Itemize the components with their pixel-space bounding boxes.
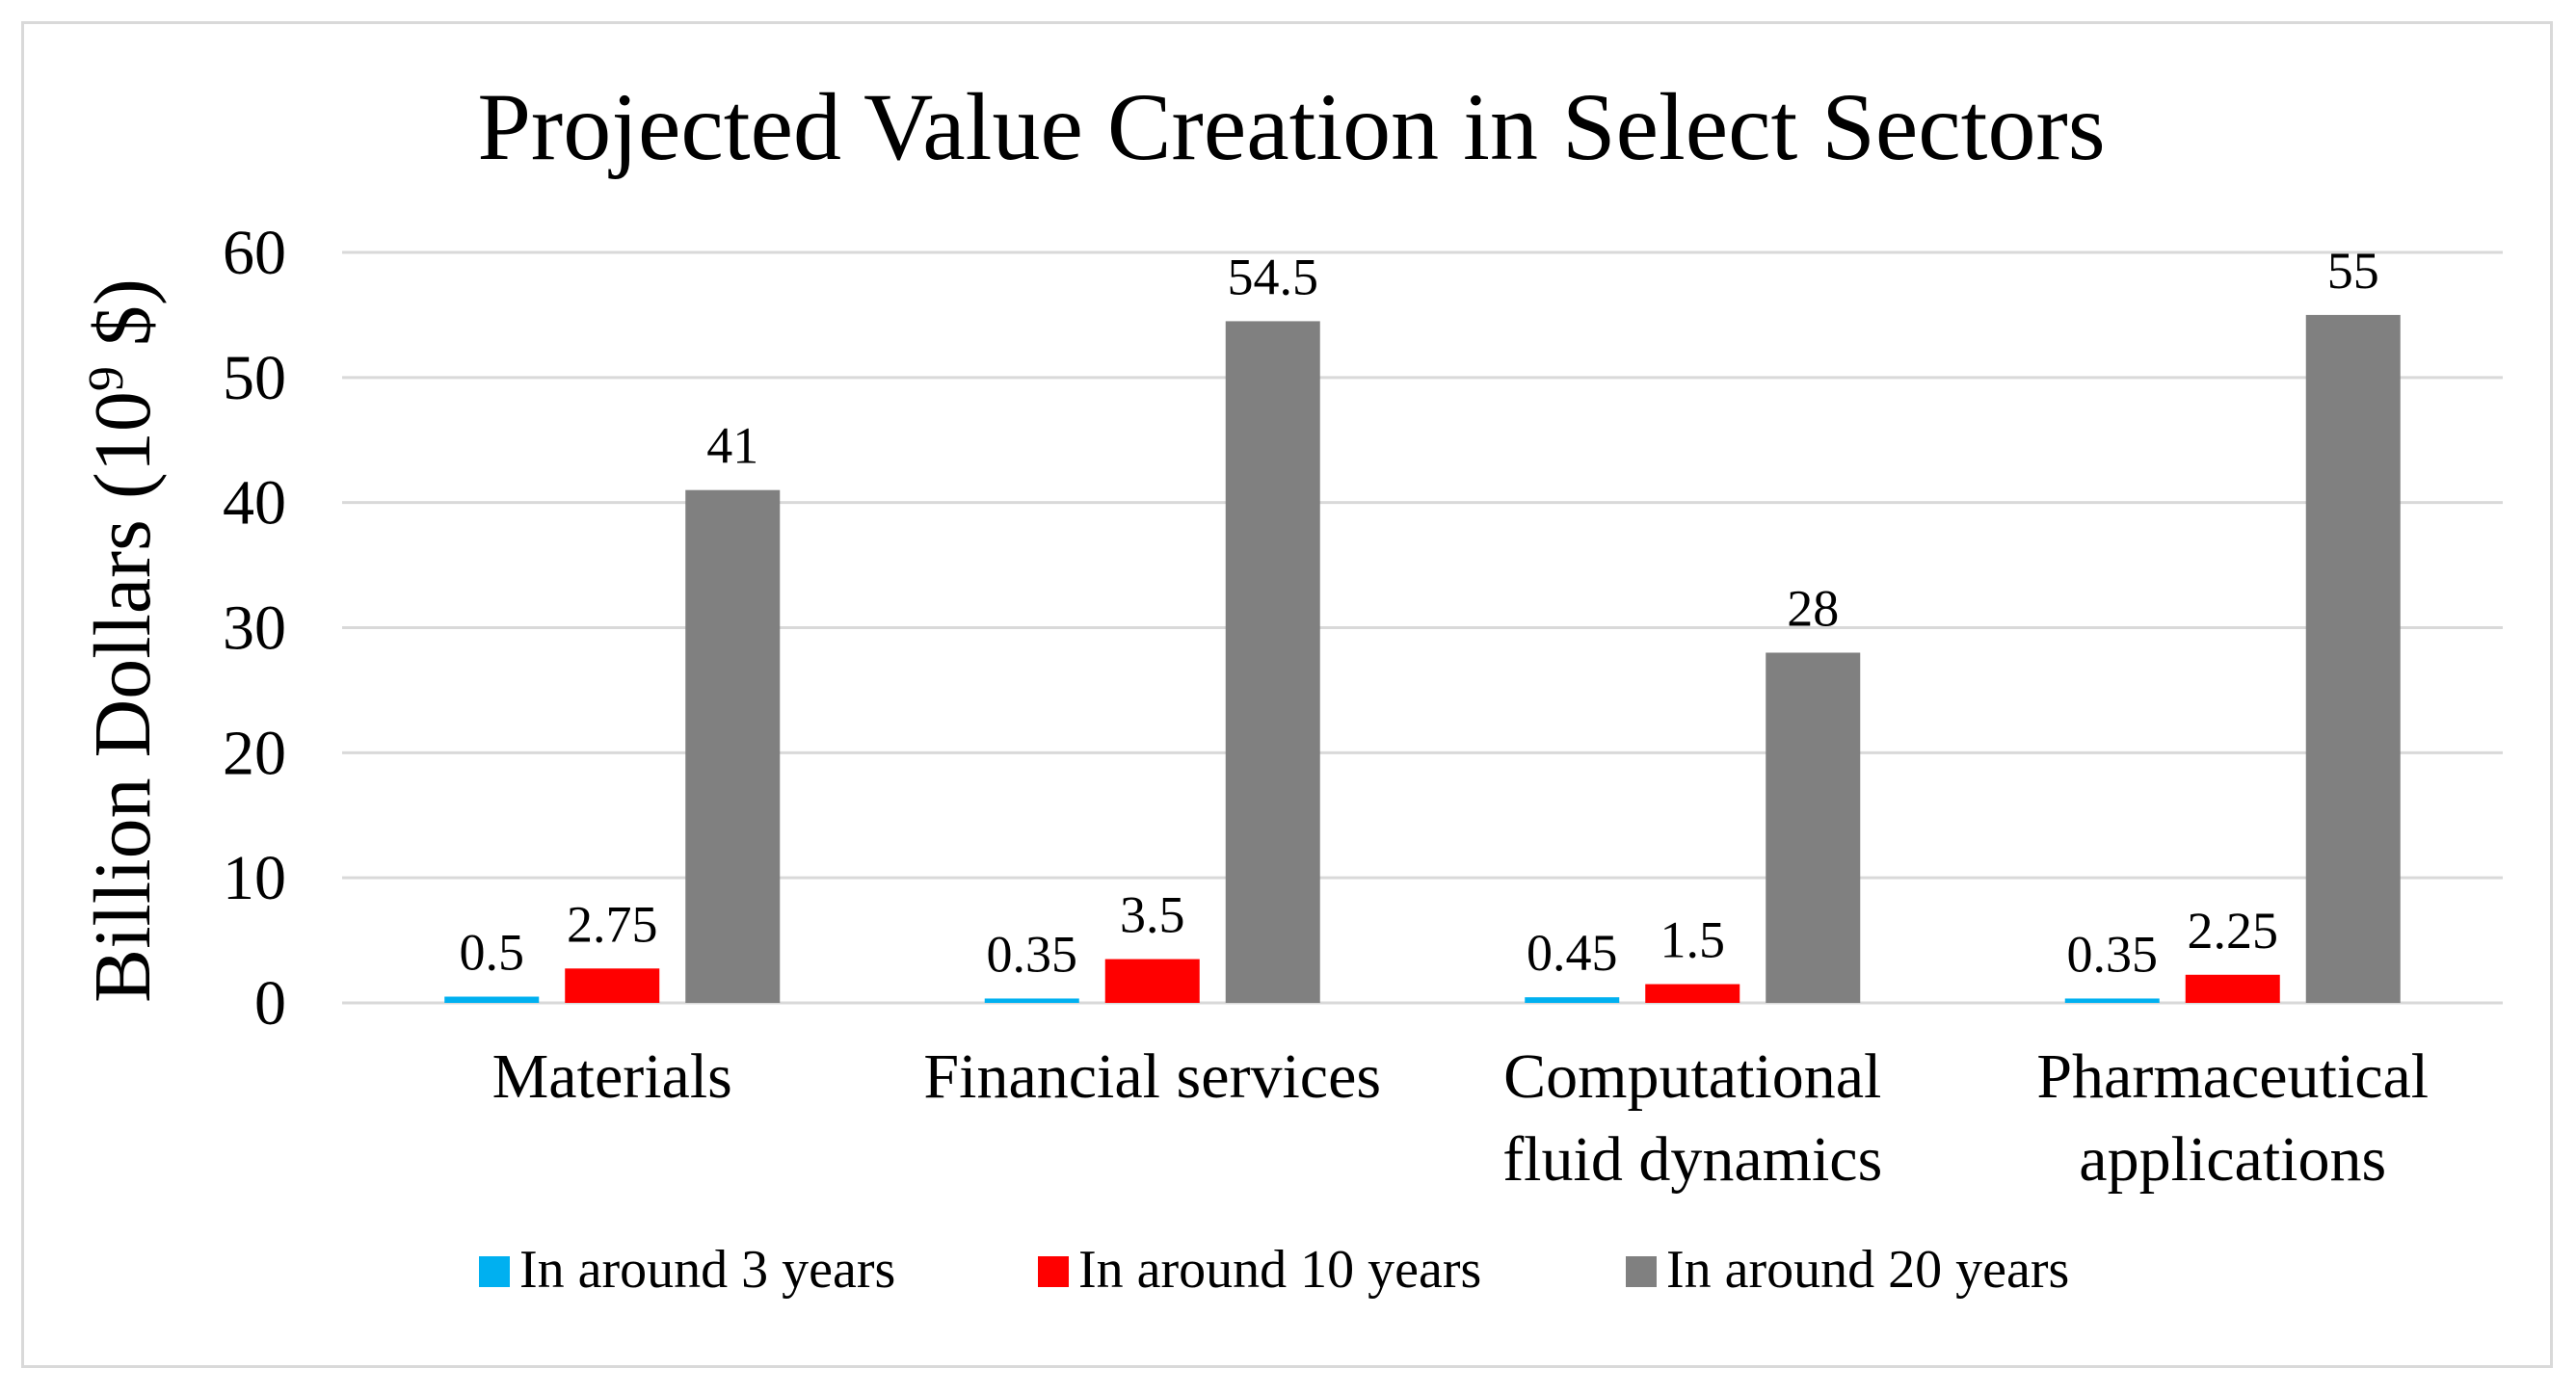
chart-title: Projected Value Creation in Select Secto… [477,73,2105,180]
bar [1225,321,1320,1003]
y-tick-label: 0 [254,968,286,1039]
y-axis-title-main: Billion Dollars (10 [78,391,168,1003]
svg-text:Billion Dollars (109 $): Billion Dollars (109 $) [78,278,168,1003]
y-tick-label: 20 [223,718,286,788]
data-label: 0.35 [987,925,1078,983]
legend-swatch [479,1256,510,1287]
category-label: fluid dynamics [1502,1124,1882,1195]
data-label: 2.25 [2188,902,2279,960]
bar [1645,984,1740,1003]
y-axis-title-exponent: 9 [79,366,134,391]
category-label: Pharmaceutical [2036,1041,2429,1112]
chart-frame: Projected Value Creation in Select Secto… [21,21,2553,1368]
bar [444,996,540,1003]
data-label: 3.5 [1120,886,1185,944]
legend-label: In around 10 years [1078,1240,1481,1300]
category-label: Materials [492,1041,732,1112]
category-labels: Materials Financial services Computational… [492,1041,2430,1195]
y-tick-label: 30 [223,593,286,664]
bar [565,968,660,1003]
category-label: Computational [1503,1041,1881,1112]
y-axis-ticks: 0 10 20 30 40 50 60 [223,218,286,1039]
data-label: 0.35 [2067,925,2159,983]
legend-swatch [1038,1256,1069,1287]
data-label: 54.5 [1228,248,1319,305]
y-tick-label: 10 [223,843,286,913]
category-label: applications [2079,1124,2386,1195]
data-label: 55 [2327,242,2379,300]
bar [1104,959,1200,1003]
data-label: 28 [1787,579,1839,637]
bar [2305,314,2401,1004]
data-label: 41 [706,417,758,475]
gridlines [342,250,2503,1005]
legend-label: In around 3 years [519,1240,895,1300]
legend-swatch [1626,1256,1657,1287]
y-tick-label: 40 [223,468,286,539]
bar [1525,997,1620,1003]
y-tick-label: 60 [223,218,286,288]
y-axis-title: Billion Dollars (109 $) [78,278,168,1003]
bar [1766,652,1861,1003]
data-label: 0.45 [1527,924,1618,982]
legend: In around 3 years In around 10 years In ar… [479,1240,2069,1300]
bar-chart: Projected Value Creation in Select Secto… [78,73,2503,1300]
data-label: 1.5 [1660,911,1726,969]
category-label: Financial services [923,1041,1381,1112]
data-labels: 0.5 2.75 41 0.35 3.5 54.5 0.45 1.5 28 0.35 2.25 55 [460,242,2379,984]
y-axis-title-suffix: $) [78,278,168,366]
bar [2185,974,2280,1003]
bar [2064,998,2160,1003]
bar [685,489,781,1003]
data-label: 0.5 [460,924,525,982]
bars [444,314,2401,1004]
legend-label: In around 20 years [1666,1240,2069,1300]
data-label: 2.75 [567,895,658,953]
y-tick-label: 50 [223,343,286,413]
bar [984,998,1079,1003]
